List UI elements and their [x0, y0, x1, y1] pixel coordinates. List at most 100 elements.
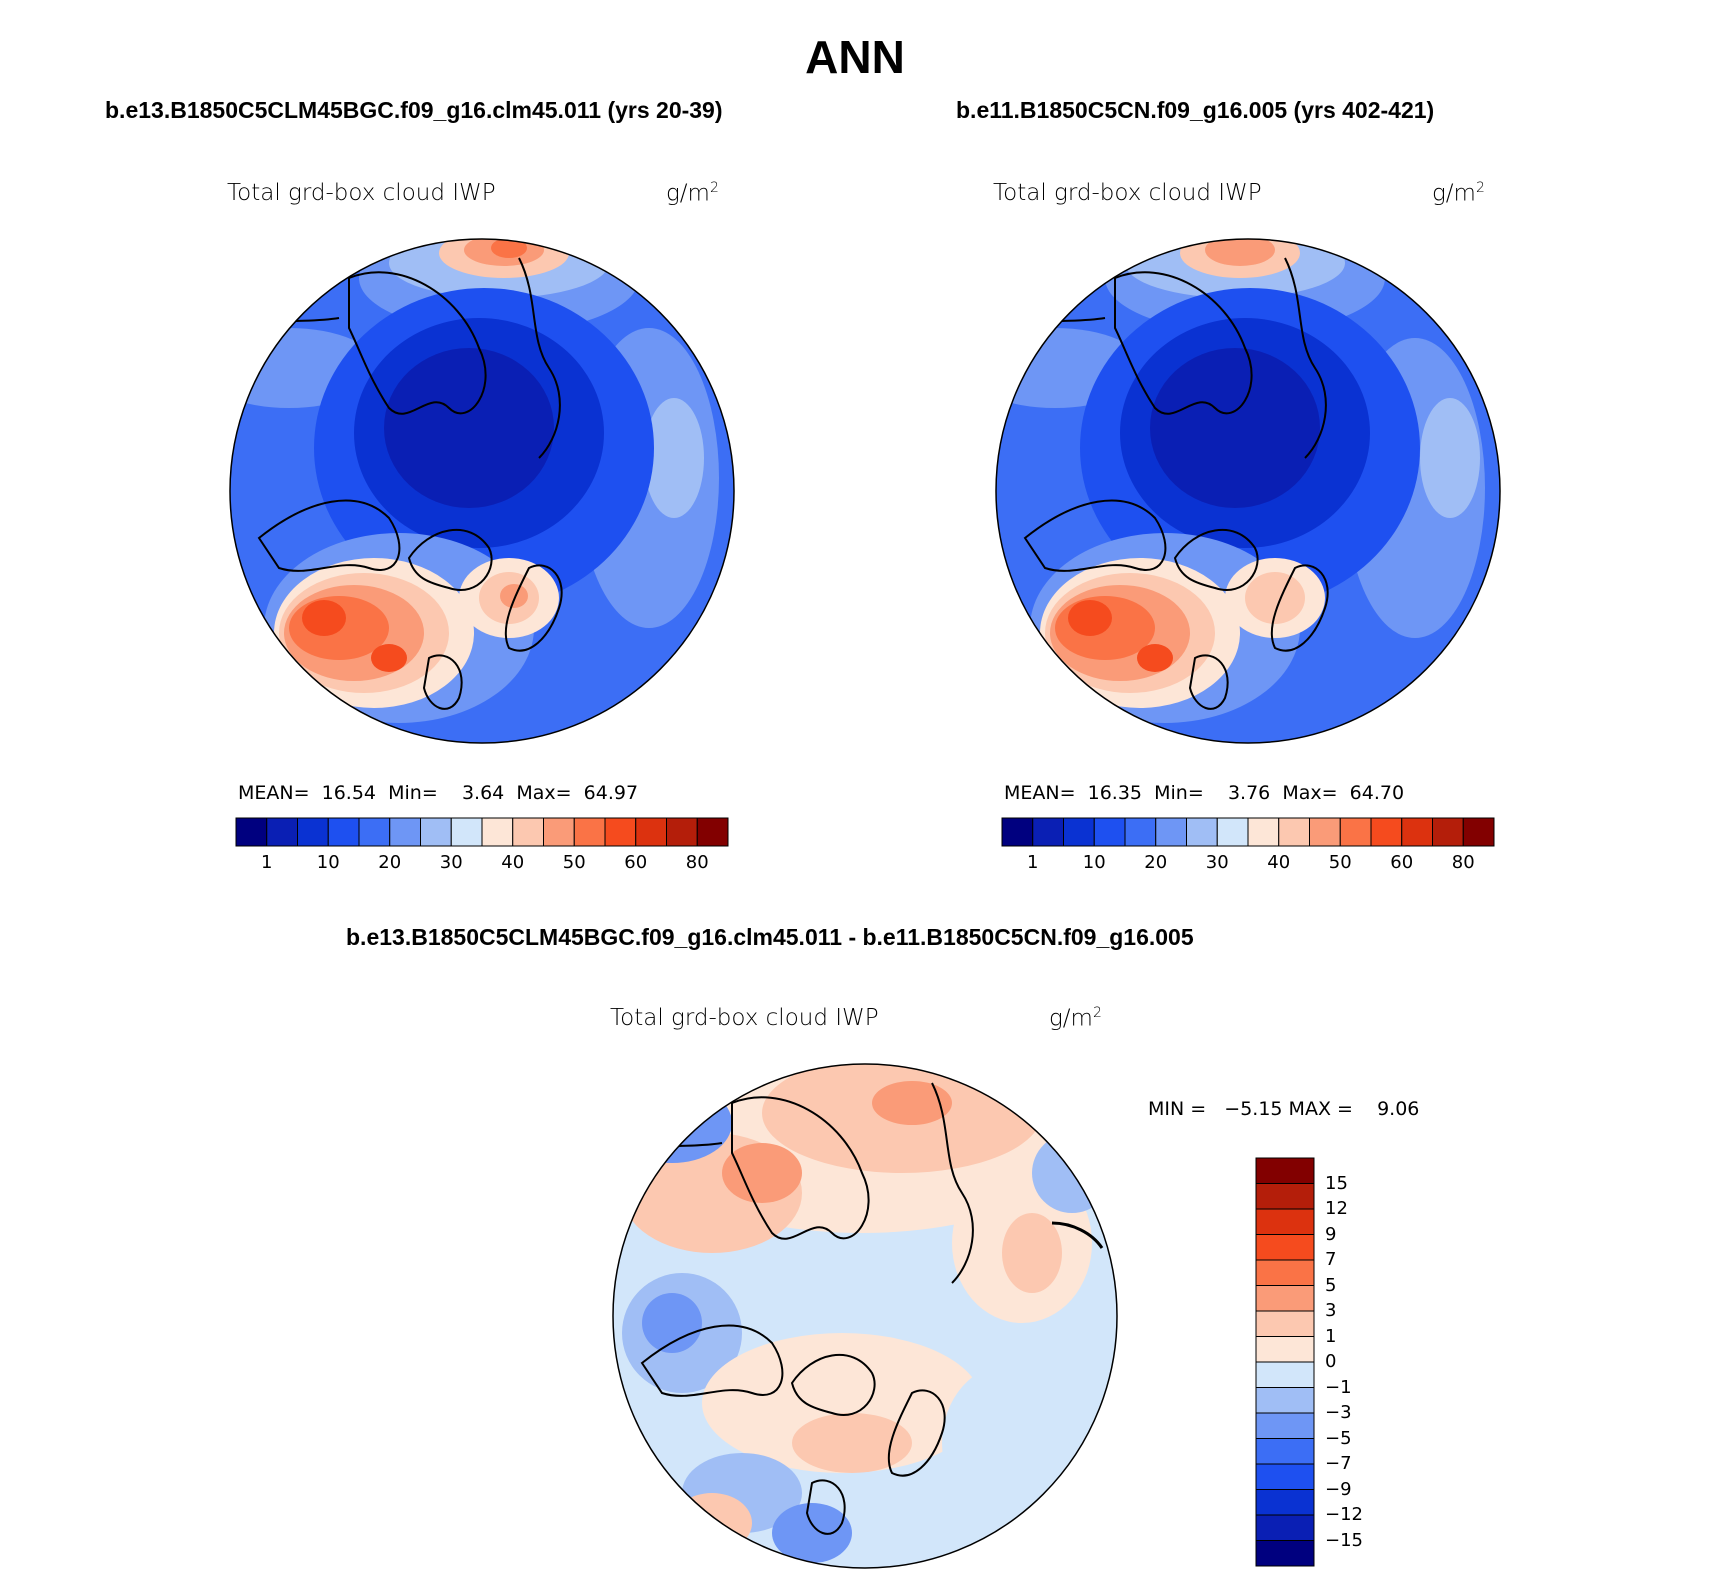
panel-1-colorbar-label: 20: [378, 852, 402, 873]
diff-colorbar-label: 9: [1325, 1223, 1337, 1245]
panel-2-mean-value: 16.35: [1087, 782, 1143, 804]
diff-colorbar-box: [1255, 1361, 1315, 1388]
panel-2-variable-label: Total grd-box cloud IWP: [993, 180, 1262, 206]
figure-title: ANN: [805, 31, 905, 83]
diff-colorbar-box: [1255, 1387, 1315, 1414]
panel-1-colorbar-box: [604, 817, 637, 847]
diff-colorbar-label: 1: [1325, 1325, 1337, 1347]
panel-1-polar-map: [229, 238, 735, 744]
panel-1-colorbar-box: [696, 817, 729, 847]
diff-colorbar-box: [1255, 1514, 1315, 1541]
panel-2-colorbar-box: [1309, 817, 1341, 847]
panel-1-units-label: g/m2: [666, 180, 719, 207]
diff-colorbar-label: 0: [1325, 1351, 1337, 1372]
diff-colorbar-label: −7: [1325, 1453, 1352, 1474]
panel-1-colorbar-box: [358, 817, 391, 847]
panel-2-units-label: g/m2: [1432, 180, 1485, 207]
panel-1-min-value: 3.64: [461, 782, 505, 804]
panel-2-colorbar-label: 60: [1390, 852, 1414, 873]
diff-colorbar-box: [1255, 1183, 1315, 1210]
panel-2-mean-label: MEAN=: [1004, 782, 1076, 804]
panel-2-colorbar-label: 20: [1144, 852, 1168, 873]
panel-2-colorbar-label: 1: [1027, 852, 1039, 873]
panel-1-colorbar-box: [481, 817, 514, 847]
diff-colorbar-box: [1255, 1310, 1315, 1337]
diff-colorbar-box: [1255, 1540, 1315, 1567]
panel-2-colorbar-box: [1063, 817, 1095, 847]
diff-colorbar-label: −1: [1325, 1376, 1352, 1398]
diff-variable-label: Total grd-box cloud IWP: [610, 1005, 879, 1031]
diff-colorbar-box: [1255, 1438, 1315, 1465]
panel-2-colorbar-box: [1401, 817, 1433, 847]
panel-2-colorbar-labels: 1 10 20 30 40 50 60 80: [1002, 852, 1494, 876]
panel-1-colorbar-box: [635, 817, 667, 847]
panel-1-variable-label: Total grd-box cloud IWP: [227, 180, 496, 206]
panel-2-colorbar-box: [1032, 817, 1064, 847]
diff-colorbar-box: [1255, 1336, 1315, 1363]
panel-1-colorbar-label: 40: [501, 852, 525, 873]
panel-1-min-label: Min=: [388, 782, 438, 804]
panel-2-min-value: 3.76: [1227, 782, 1271, 804]
panel-2-colorbar-box: [1370, 817, 1403, 847]
diff-colorbar-label: −3: [1325, 1402, 1352, 1423]
panel-2-colorbar-box: [1278, 817, 1310, 847]
panel-1-colorbar-box: [266, 817, 298, 847]
diff-colorbar-label: 12: [1325, 1198, 1348, 1219]
panel-2-colorbar-label: 30: [1205, 852, 1229, 873]
panel-2-max-value: 64.70: [1349, 782, 1405, 804]
diff-colorbar-labels: 15 12 9 7 5 3 1 0 −1 −3 −5 −7 −9 −12 −15: [1325, 1158, 1385, 1566]
panel-1-colorbar-box: [573, 817, 606, 847]
panel-1-colorbar-label: 80: [685, 852, 709, 873]
panel-1-colorbar-label: 1: [261, 852, 273, 873]
diff-colorbar-box: [1255, 1157, 1315, 1184]
panel-2-colorbar-box: [1462, 817, 1495, 847]
panel-2-case-title: b.e11.B1850C5CN.f09_g16.005 (yrs 402-421…: [956, 97, 1435, 123]
panel-2-colorbar-box: [1093, 817, 1126, 847]
diff-colorbar-box: [1255, 1489, 1315, 1516]
panel-2-colorbar: [1001, 817, 1495, 847]
panel-1-colorbar-labels: 1 10 20 30 40 50 60 80: [236, 852, 728, 876]
panel-1-colorbar-label: 10: [316, 852, 340, 873]
panel-1-colorbar-label: 30: [439, 852, 463, 873]
panel-1-colorbar-box: [420, 817, 452, 847]
panel-2-colorbar-box: [1124, 817, 1157, 847]
panel-1-colorbar-box: [450, 817, 483, 847]
diff-colorbar-label: −9: [1325, 1478, 1352, 1500]
diff-colorbar-box: [1255, 1412, 1315, 1439]
panel-1-max-label: Max=: [516, 782, 572, 804]
panel-2-colorbar-box: [1339, 817, 1372, 847]
diff-colorbar-box: [1255, 1285, 1315, 1312]
panel-2-colorbar-box: [1186, 817, 1218, 847]
panel-2-min-label: Min=: [1154, 782, 1204, 804]
panel-1-max-value: 64.97: [583, 782, 639, 804]
diff-colorbar-box: [1255, 1234, 1315, 1261]
diff-colorbar: [1255, 1157, 1315, 1567]
panel-1-colorbar-box: [297, 817, 329, 847]
panel-2-colorbar-label: 10: [1082, 852, 1106, 873]
diff-colorbar-label: 7: [1325, 1249, 1337, 1270]
panel-2-colorbar-box: [1001, 817, 1034, 847]
panel-2-colorbar-box: [1247, 817, 1280, 847]
diff-colorbar-label: 3: [1325, 1300, 1337, 1321]
diff-colorbar-label: 5: [1325, 1274, 1337, 1296]
panel-1-colorbar-box: [543, 817, 575, 847]
diff-colorbar-box: [1255, 1259, 1315, 1286]
panel-1-mean-value: 16.54: [321, 782, 377, 804]
diff-colorbar-label: −5: [1325, 1427, 1352, 1449]
diff-colorbar-label: 15: [1325, 1172, 1348, 1194]
panel-1-colorbar-box: [327, 817, 360, 847]
diff-polar-map: [612, 1063, 1118, 1569]
panel-2-colorbar-box: [1216, 817, 1249, 847]
panel-2-polar-map: [995, 238, 1501, 744]
panel-1-stats: MEAN= 16.54 Min= 3.64 Max= 64.97: [238, 782, 638, 804]
diff-title: b.e13.B1850C5CLM45BGC.f09_g16.clm45.011 …: [346, 924, 1194, 950]
diff-colorbar-label: −12: [1325, 1504, 1363, 1525]
panel-1-colorbar-label: 50: [562, 852, 586, 873]
panel-1-colorbar-box: [389, 817, 421, 847]
panel-2-max-label: Max=: [1282, 782, 1338, 804]
panel-1-colorbar-label: 60: [624, 852, 648, 873]
panel-2-stats: MEAN= 16.35 Min= 3.76 Max= 64.70: [1004, 782, 1404, 804]
panel-1-mean-label: MEAN=: [238, 782, 310, 804]
diff-colorbar-label: −15: [1325, 1529, 1363, 1551]
panel-1-colorbar-box: [512, 817, 544, 847]
